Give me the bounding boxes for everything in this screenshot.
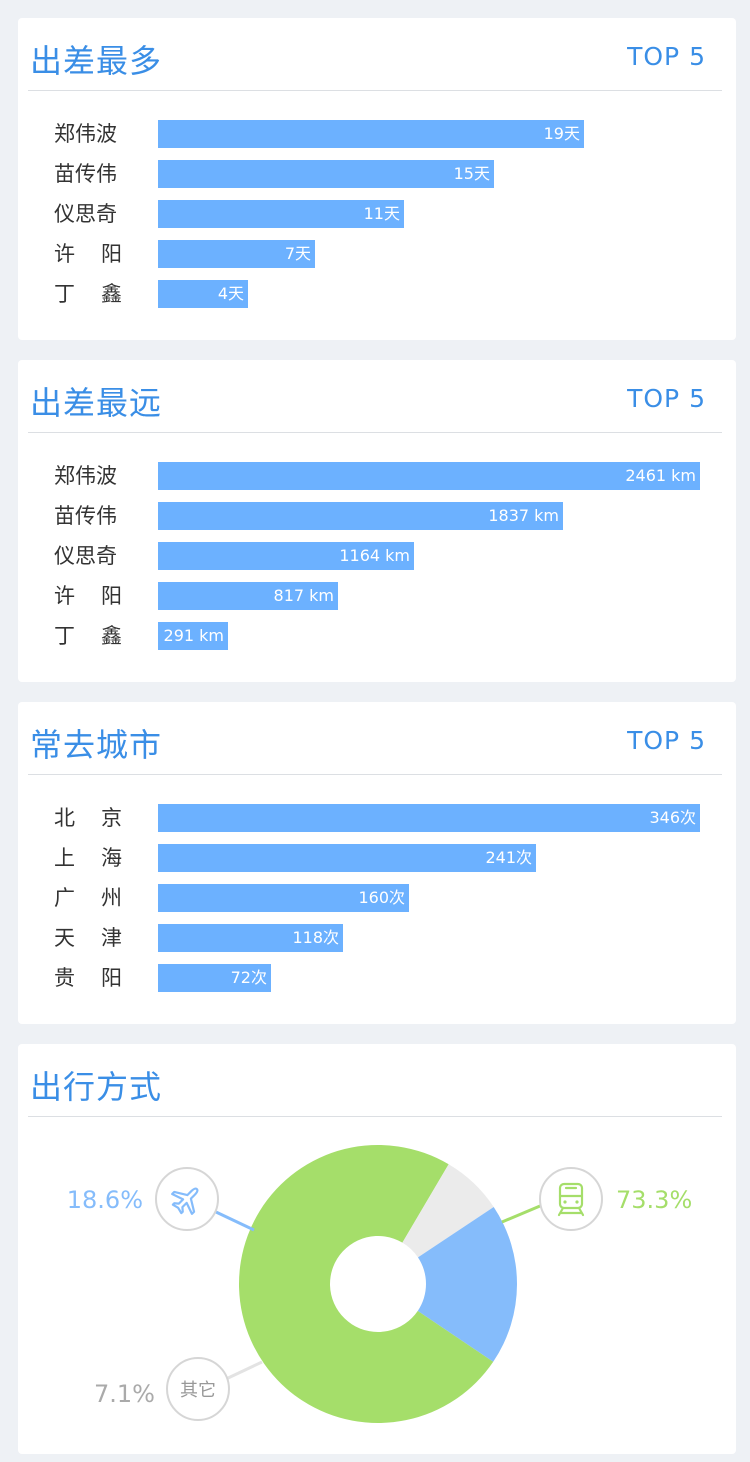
other-icon-circle <box>166 1357 230 1421</box>
plane-icon <box>171 1187 199 1215</box>
row-name: 苗传伟 <box>54 504 117 528</box>
top5-badge: TOP 5 <box>627 42 706 71</box>
ranking-bar: 346次 <box>158 804 700 832</box>
row-name: 天津 <box>54 926 122 950</box>
card-title: 出差最远 <box>30 384 163 422</box>
donut-slice-train <box>239 1145 494 1423</box>
bar-value-label: 817 km <box>273 586 334 605</box>
ranking-bar: 160次 <box>158 884 409 912</box>
ranking-bar: 2461 km <box>158 462 700 490</box>
ranking-bar: 4天 <box>158 280 248 308</box>
bar-value-label: 346次 <box>649 808 696 827</box>
train-icon <box>557 1182 585 1217</box>
travel-mode-donut-chart: 18.6% 73.3% 其它 7.1% <box>67 1145 692 1423</box>
ranking-row: 上海 241次 <box>18 844 736 872</box>
train-icon-light <box>575 1200 579 1204</box>
plane-icon-circle <box>155 1167 219 1231</box>
ranking-bar: 11天 <box>158 200 404 228</box>
divider <box>28 774 722 775</box>
ranking-row: 天津 118次 <box>18 924 736 952</box>
row-name: 苗传伟 <box>54 162 117 186</box>
donut-slice-plane <box>417 1207 518 1362</box>
train-icon-circle <box>539 1167 603 1231</box>
card-farthest-trips: 出差最远 TOP 5 郑伟波 2461 km 苗传伟 1837 km 仪思奇 1164 k… <box>18 360 736 682</box>
bar-value-label: 241次 <box>485 848 532 867</box>
train-icon-part <box>557 1206 565 1217</box>
other-leader-line <box>225 1360 263 1381</box>
bar-value-label: 1164 km <box>339 546 410 565</box>
ranking-bar: 72次 <box>158 964 271 992</box>
ranking-row: 郑伟波 2461 km <box>18 462 736 490</box>
row-name: 仪思奇 <box>54 544 117 568</box>
donut-slice-other <box>402 1164 494 1258</box>
divider <box>28 90 722 91</box>
ranking-bar: 291 km <box>158 622 228 650</box>
train-icon-light <box>563 1200 567 1204</box>
bar-value-label: 72次 <box>230 968 267 987</box>
row-name: 郑伟波 <box>54 464 117 488</box>
ranking-row: 仪思奇 1164 km <box>18 542 736 570</box>
bar-value-label: 11天 <box>363 204 400 223</box>
ranking-row: 许阳 7天 <box>18 240 736 268</box>
row-name: 郑伟波 <box>54 122 117 146</box>
plane-percent-label: 18.6% <box>67 1186 143 1214</box>
row-name: 丁鑫 <box>54 624 122 648</box>
bar-value-label: 7天 <box>284 244 311 263</box>
ranking-row: 贵阳 72次 <box>18 964 736 992</box>
ranking-bar: 817 km <box>158 582 338 610</box>
bar-value-label: 4天 <box>217 284 244 303</box>
train-icon-part <box>577 1206 585 1217</box>
row-name: 许阳 <box>54 584 122 608</box>
row-name: 上海 <box>54 846 122 870</box>
top5-badge: TOP 5 <box>627 384 706 413</box>
card-travel-mode: 出行方式 18.6% 73.3% 其它 7.1% <box>18 1044 736 1454</box>
card-title: 常去城市 <box>30 726 163 764</box>
ranking-row: 丁鑫 4天 <box>18 280 736 308</box>
ranking-bar: 7天 <box>158 240 315 268</box>
divider <box>28 1116 722 1117</box>
ranking-bar: 15天 <box>158 160 494 188</box>
bar-value-label: 291 km <box>163 626 224 645</box>
row-name: 许阳 <box>54 242 122 266</box>
bar-value-label: 160次 <box>358 888 405 907</box>
card-most-trips: 出差最多 TOP 5 郑伟波 19天苗传伟 15天仪思奇 11天许阳 7天丁鑫 4天 <box>18 18 736 340</box>
bar-value-label: 2461 km <box>625 466 696 485</box>
train-leader-line <box>501 1204 541 1224</box>
row-name: 贵阳 <box>54 966 122 990</box>
ranking-row: 广州 160次 <box>18 884 736 912</box>
ranking-bar: 118次 <box>158 924 343 952</box>
plane-leader-line <box>215 1210 255 1232</box>
bar-value-label: 15天 <box>453 164 490 183</box>
other-percent-label: 7.1% <box>94 1380 155 1408</box>
plane-icon-path <box>171 1187 199 1215</box>
row-name: 仪思奇 <box>54 202 117 226</box>
ranking-bar: 241次 <box>158 844 536 872</box>
ranking-bar: 1837 km <box>158 502 563 530</box>
bar-value-label: 1837 km <box>488 506 559 525</box>
row-name: 广州 <box>54 886 122 910</box>
ranking-row: 北京 346次 <box>18 804 736 832</box>
train-percent-label: 73.3% <box>616 1186 692 1214</box>
card-title: 出差最多 <box>30 42 163 80</box>
divider <box>28 432 722 433</box>
bar-value-label: 19天 <box>543 124 580 143</box>
top5-badge: TOP 5 <box>627 726 706 755</box>
row-name: 丁鑫 <box>54 282 122 306</box>
ranking-bar: 19天 <box>158 120 584 148</box>
bar-value-label: 118次 <box>292 928 339 947</box>
ranking-bar: 1164 km <box>158 542 414 570</box>
card-title: 出行方式 <box>30 1068 163 1106</box>
card-frequent-cities: 常去城市 TOP 5 北京 346次上海 241次广州 160次天津 118次贵阳 72次 <box>18 702 736 1024</box>
ranking-row: 许阳 817 km <box>18 582 736 610</box>
ranking-row: 郑伟波 19天 <box>18 120 736 148</box>
ranking-row: 苗传伟 15天 <box>18 160 736 188</box>
ranking-row: 仪思奇 11天 <box>18 200 736 228</box>
ranking-row: 苗传伟 1837 km <box>18 502 736 530</box>
other-icon-label: 其它 <box>180 1380 216 1401</box>
row-name: 北京 <box>54 806 122 830</box>
ranking-row: 丁鑫 291 km <box>18 622 736 650</box>
